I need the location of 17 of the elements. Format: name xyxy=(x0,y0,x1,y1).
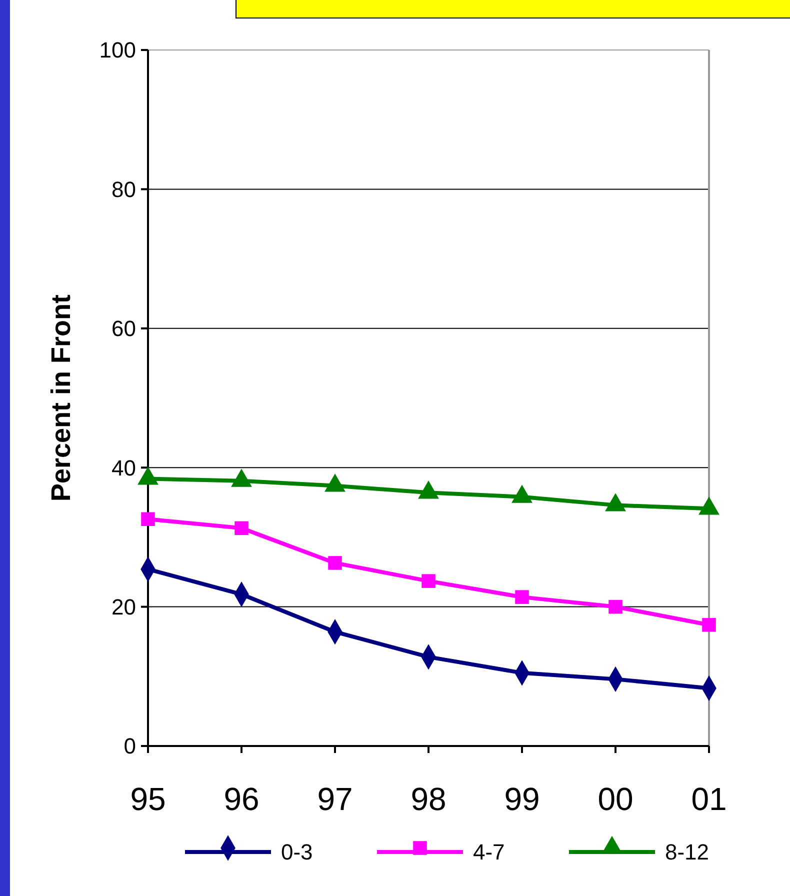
legend-label: 4-7 xyxy=(473,840,505,865)
y-tick-label: 0 xyxy=(124,734,136,759)
y-tick-label: 40 xyxy=(112,455,136,480)
y-tick-label: 20 xyxy=(112,594,136,620)
y-tick-label: 60 xyxy=(112,316,136,342)
x-tick-label: 01 xyxy=(691,781,727,817)
x-tick-label: 00 xyxy=(598,781,634,817)
x-tick-label: 99 xyxy=(504,781,540,817)
x-tick-label: 98 xyxy=(410,781,446,817)
x-tick-label: 96 xyxy=(224,781,260,817)
x-tick-label: 95 xyxy=(130,781,166,817)
y-tick-label: 80 xyxy=(112,176,136,202)
y-tick-label: 100 xyxy=(99,38,136,63)
x-tick-label: 97 xyxy=(317,781,353,817)
legend-label: 8-12 xyxy=(665,840,710,865)
y-axis-title: Percent in Front xyxy=(46,294,76,502)
legend-label: 0-3 xyxy=(281,840,313,865)
